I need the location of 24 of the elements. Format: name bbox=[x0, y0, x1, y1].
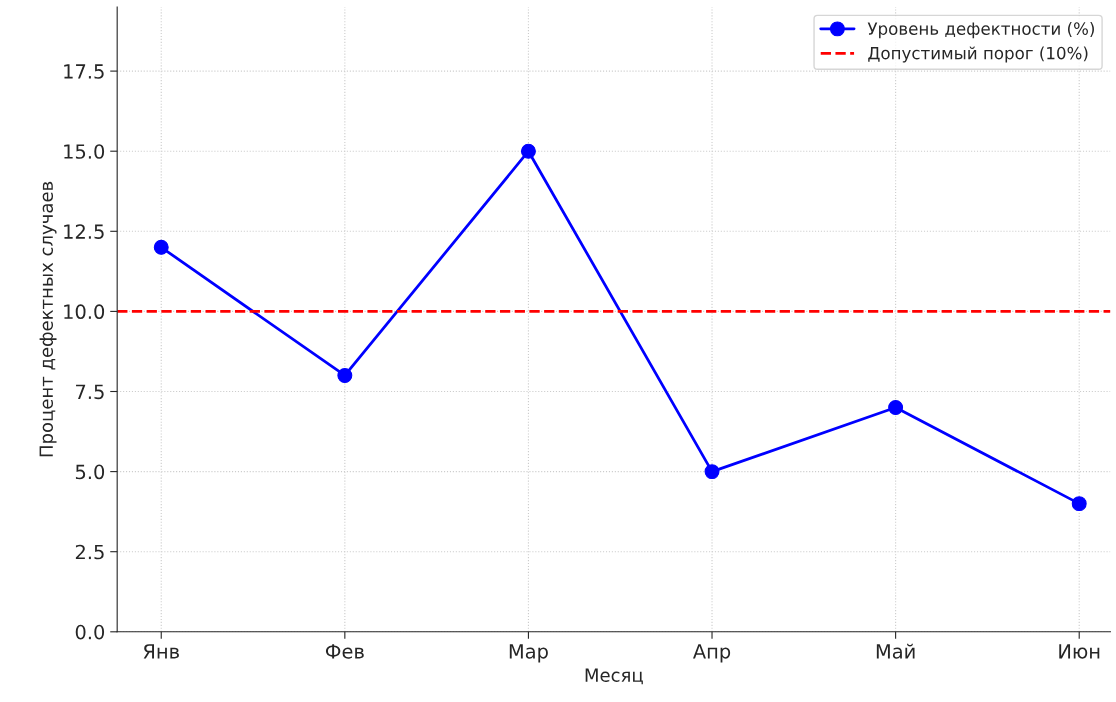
x-tick-label: Фев bbox=[325, 644, 364, 659]
point bbox=[1071, 496, 1087, 512]
x-tick-label: Мар bbox=[509, 644, 548, 663]
x-tick-label: Июн bbox=[1059, 644, 1100, 659]
point bbox=[888, 400, 904, 415]
point bbox=[153, 239, 169, 255]
y-tick-label: 2.5 bbox=[75, 544, 104, 560]
y-tick-label: 7.5 bbox=[76, 384, 104, 400]
y-tick-label: 0.0 bbox=[75, 624, 105, 640]
point bbox=[520, 143, 536, 159]
y-tick-label: 5.0 bbox=[75, 464, 105, 480]
x-axis-title: Месяц bbox=[585, 668, 643, 685]
point bbox=[704, 464, 720, 480]
x-tick-label: Янв bbox=[143, 644, 179, 659]
y-tick-label: 12.5 bbox=[64, 224, 104, 239]
x-tick-label: Май bbox=[876, 643, 915, 659]
y-axis-title: Процент дефектных случаев bbox=[39, 181, 57, 457]
legend-label: Допустимый порог (10%) bbox=[868, 46, 1088, 63]
point bbox=[337, 368, 353, 383]
y-tick-label: 17.5 bbox=[64, 64, 104, 79]
x-tick-label: Апр bbox=[693, 644, 731, 663]
legend-label: Уровень дефектности (%) bbox=[867, 22, 1094, 39]
y-tick-label: 10.0 bbox=[64, 304, 105, 320]
y-tick-label: 15.0 bbox=[64, 144, 105, 159]
